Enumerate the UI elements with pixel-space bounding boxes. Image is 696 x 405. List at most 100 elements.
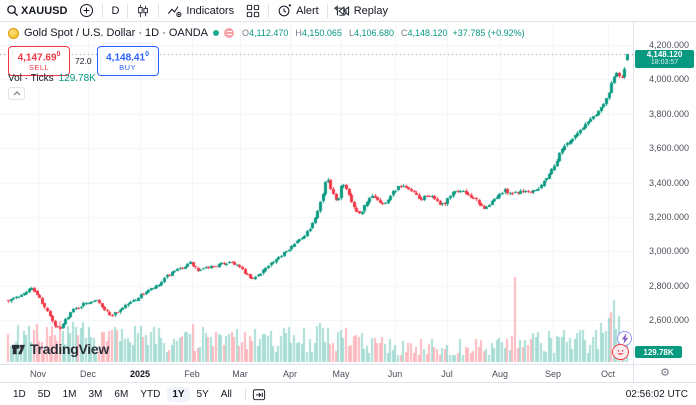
symbol-legend[interactable]: Gold Spot / U.S. Dollar · 1D · OANDA O4,… — [8, 27, 525, 39]
time-tick-label: Jun — [387, 368, 403, 379]
trade-panel: 4,147.690 SELL 72.0 4,148.410 BUY — [8, 46, 159, 77]
candles-icon — [136, 4, 150, 18]
range-button-ytd[interactable]: YTD — [140, 388, 161, 400]
grid-layout-icon — [246, 4, 260, 18]
sell-label: SELL — [28, 63, 50, 73]
laughing-emoji-button[interactable] — [612, 344, 629, 360]
interval-button[interactable]: D — [111, 4, 120, 17]
time-tick-label: Feb — [184, 368, 200, 379]
time-tick-label: 2025 — [129, 368, 151, 379]
toolbar-separator — [268, 3, 270, 18]
bar-countdown: 18:03:57 — [650, 58, 679, 66]
toolbar-separator — [244, 388, 246, 400]
ohlc-item: O4,112.470 — [242, 28, 289, 38]
range-button-1d[interactable]: 1D — [13, 388, 26, 400]
time-tick-label: Sep — [544, 368, 562, 379]
toolbar-separator — [102, 3, 104, 18]
toolbar-separator — [158, 3, 160, 18]
buy-price-sup: 0 — [145, 51, 149, 58]
last-price-value: 4,148.120 — [646, 49, 683, 59]
lightning-reaction-button[interactable] — [617, 331, 632, 346]
volume-legend[interactable]: Vol · Ticks 129.78K — [8, 73, 96, 84]
time-axis[interactable]: Nov Dec 2025 Feb Mar Apr May Jun Jul Aug Sep Oct — [0, 364, 633, 382]
price-axis[interactable]: 4,148.120 18:03:57 129.78K 4,200.000 4,00… — [633, 22, 696, 364]
price-tick-label: 3,800.000 — [648, 108, 689, 119]
buy-price: 4,148.41 — [106, 52, 146, 64]
range-button-1y[interactable]: 1Y — [167, 386, 190, 402]
alert-label: Alert — [296, 4, 319, 17]
layout-templates-button[interactable] — [240, 1, 266, 21]
range-button-3m[interactable]: 3M — [88, 388, 103, 400]
time-tick-label: Aug — [491, 368, 509, 379]
top-toolbar: XAUUSD D Indicators — [0, 0, 696, 22]
ohlc-values: O4,112.470 H4,150.065 L4,106.680 C4,148.120 — [242, 28, 448, 38]
indicators-label: Indicators — [186, 4, 235, 17]
alert-button[interactable]: Alert — [271, 1, 325, 21]
compare-add-button[interactable] — [73, 1, 100, 21]
sell-button[interactable]: 4,147.690 SELL — [8, 46, 70, 77]
sell-price-sup: 0 — [56, 51, 61, 58]
collapse-pane-button[interactable] — [8, 87, 25, 100]
range-button-6m[interactable]: 6M — [114, 388, 129, 400]
date-range-switcher: 1D 5D 1M 3M 6M YTD 1Y 5Y All — [8, 386, 239, 402]
bottom-toolbar: 1D 5D 1M 3M 6M YTD 1Y 5Y All 02:56:02 UTC — [0, 382, 696, 405]
spread-value: 72.0 — [75, 56, 92, 67]
chart-plot-area[interactable]: Gold Spot / U.S. Dollar · 1D · OANDA O4,… — [0, 22, 633, 364]
change-value: +37.785 (+0.92%) — [452, 28, 525, 38]
range-button-5y[interactable]: 5Y — [196, 388, 209, 400]
ohlc-item: L4,106.680 — [348, 28, 394, 38]
replay-label: Replay — [353, 4, 388, 17]
toolbar-separator — [127, 3, 129, 18]
time-tick-label: Nov — [29, 368, 47, 379]
gold-coin-icon — [8, 27, 19, 39]
gear-icon: ⚙ — [660, 367, 670, 379]
time-tick-label: Oct — [600, 368, 616, 379]
tradingview-logo-icon — [11, 342, 26, 357]
add-symbol-icon — [79, 3, 94, 18]
symbol-search-button[interactable]: XAUUSD — [21, 4, 68, 17]
chart-region: Gold Spot / U.S. Dollar · 1D · OANDA O4,… — [0, 22, 696, 382]
price-tick-label: 3,400.000 — [648, 177, 689, 188]
tradingview-logo[interactable]: TradingView — [11, 341, 109, 357]
volume-value: 129.78K — [58, 73, 96, 84]
candlestick-canvas[interactable] — [0, 22, 633, 364]
range-button-1m[interactable]: 1M — [62, 388, 77, 400]
buy-label: BUY — [119, 63, 136, 73]
time-tick-label: Dec — [79, 368, 97, 379]
last-price-label: 4,148.120 18:03:57 — [635, 49, 694, 68]
chevron-up-icon — [13, 91, 21, 96]
undo-button[interactable] — [332, 3, 348, 17]
symbol-title: Gold Spot / U.S. Dollar · 1D · OANDA — [24, 27, 208, 39]
indicators-icon — [167, 4, 182, 18]
axis-settings-corner[interactable]: ⚙ — [633, 364, 696, 382]
volume-axis-label: 129.78K — [635, 346, 682, 358]
buy-button[interactable]: 4,148.410 BUY — [96, 46, 159, 77]
price-tick-label: 4,200.000 — [648, 40, 689, 50]
price-tick-label: 3,600.000 — [648, 143, 689, 154]
chart-style-button[interactable] — [130, 1, 156, 21]
sell-price: 4,147.69 — [17, 52, 57, 64]
alert-clock-icon — [277, 3, 292, 18]
utc-clock[interactable]: 02:56:02 UTC — [625, 388, 688, 400]
range-button-all[interactable]: All — [220, 388, 232, 400]
indicators-button[interactable]: Indicators — [161, 1, 240, 21]
time-tick-label: Jul — [441, 368, 453, 379]
time-tick-label: May — [332, 368, 350, 379]
toolbar-separator — [326, 3, 328, 18]
search-icon[interactable] — [6, 4, 19, 17]
market-notice-icon[interactable] — [224, 28, 234, 38]
range-button-5d[interactable]: 5D — [37, 388, 51, 400]
go-to-date-icon[interactable] — [252, 388, 266, 401]
market-status-dot-icon[interactable] — [213, 30, 219, 36]
price-tick-label: 2,800.000 — [648, 280, 689, 291]
price-tick-label: 3,000.000 — [648, 246, 689, 257]
price-tick-label: 3,200.000 — [648, 211, 689, 222]
price-tick-label: 2,600.000 — [648, 315, 689, 325]
tradingview-logo-text: TradingView — [30, 341, 109, 357]
quick-reaction-buttons — [612, 331, 632, 360]
price-tick-label: 4,000.000 — [648, 74, 689, 85]
time-tick-label: Mar — [232, 368, 248, 379]
ohlc-item: C4,148.120 — [401, 28, 448, 38]
ohlc-item: H4,150.065 — [295, 28, 342, 38]
